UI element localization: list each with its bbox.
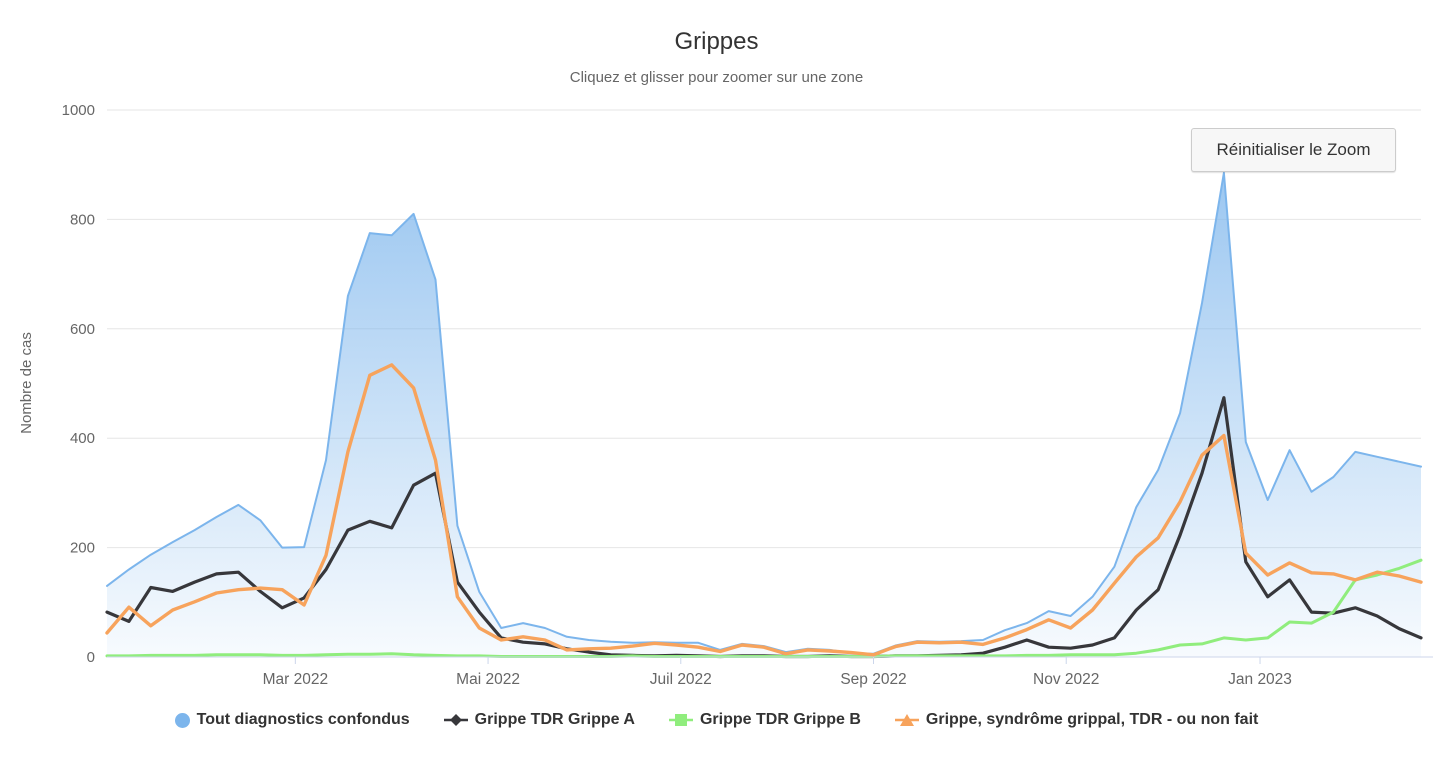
svg-text:800: 800 [70,211,95,228]
legend-label: Grippe TDR Grippe B [699,711,861,728]
svg-text:200: 200 [70,540,95,557]
y-axis-labels: 0 200 400 600 800 1000 [62,102,95,666]
legend-item-grippe-a[interactable]: Grippe TDR Grippe A [443,711,635,729]
svg-text:Nov 2022: Nov 2022 [1033,671,1099,688]
x-axis-ticks-and-labels: Mar 2022 Mai 2022 Juil 2022 Sep 2022 Nov 202… [263,657,1292,688]
plot-area[interactable]: 0 200 400 600 800 1000 Mar 2022 Mai 2022 Juil 20… [0,0,1433,710]
legend-square-marker-icon [668,714,693,726]
legend-circle-marker-icon [174,712,190,728]
legend-label: Grippe, syndrôme grippal, TDR - ou non f… [925,711,1259,728]
legend-item-grippe-b[interactable]: Grippe TDR Grippe B [668,711,861,729]
series-0 [106,171,1422,657]
chart-title: Grippes [674,28,759,55]
y-axis-title: Nombre de cas [18,332,35,434]
series-3 [105,363,1423,657]
legend-diamond-marker-icon [443,714,468,726]
svg-text:0: 0 [87,649,95,666]
svg-text:Mar 2022: Mar 2022 [263,671,328,688]
legend-label: Tout diagnostics confondus [196,711,410,728]
svg-text:Juil 2022: Juil 2022 [650,671,712,688]
svg-text:1000: 1000 [62,102,95,119]
legend-label: Grippe TDR Grippe A [474,711,635,728]
svg-text:Jan 2023: Jan 2023 [1228,671,1292,688]
legend-item-tout-diagnostics[interactable]: Tout diagnostics confondus [174,711,410,729]
svg-text:Mai 2022: Mai 2022 [456,671,520,688]
chart-subtitle: Cliquez et glisser pour zoomer sur une z… [569,69,864,86]
legend-item-syndrome-grippal[interactable]: Grippe, syndrôme grippal, TDR - ou non f… [894,711,1259,729]
svg-text:400: 400 [70,430,95,447]
reset-zoom-button[interactable]: Réinitialiser le Zoom [1191,128,1396,172]
svg-text:Sep 2022: Sep 2022 [840,671,906,688]
legend: Tout diagnostics confondus Grippe TDR Gr… [0,711,1433,729]
legend-triangle-marker-icon [894,714,919,726]
svg-text:600: 600 [70,321,95,338]
